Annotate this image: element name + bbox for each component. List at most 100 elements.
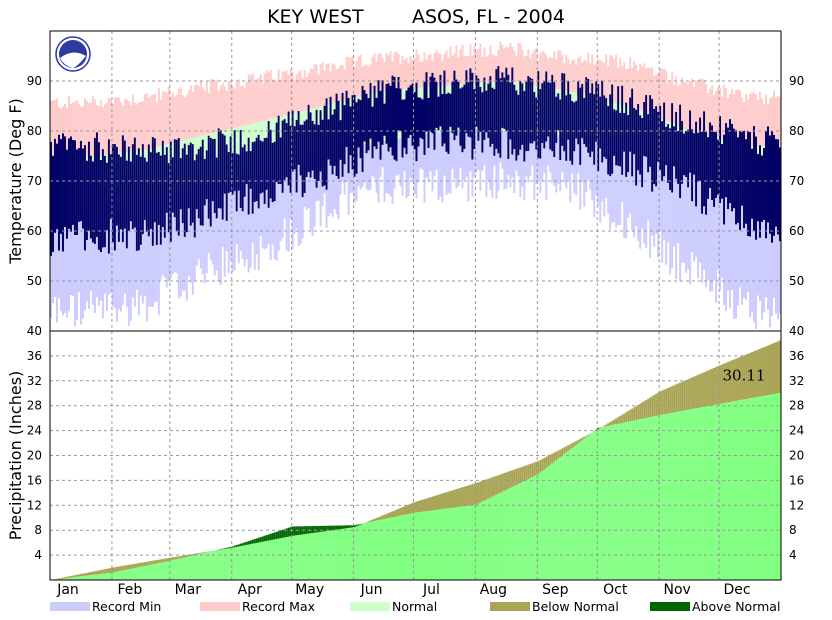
above-normal-bar	[279, 530, 282, 539]
below-normal-bar	[777, 341, 780, 394]
actual-precip-bar	[719, 403, 722, 580]
actual-temp-bar	[345, 90, 348, 147]
record-max-bar	[725, 88, 728, 140]
record-min-bar	[91, 205, 94, 305]
record-min-bar	[669, 162, 672, 275]
record-max-bar	[221, 82, 224, 131]
below-normal-bar	[589, 433, 592, 435]
actual-precip-bar	[751, 398, 754, 580]
actual-precip-bar	[697, 407, 700, 580]
actual-temp-bar	[77, 148, 80, 222]
record-min-bar	[615, 143, 618, 228]
below-normal-bar	[197, 553, 200, 555]
below-normal-bar	[615, 418, 618, 425]
actual-precip-bar	[295, 535, 298, 580]
record-min-bar	[569, 136, 572, 203]
below-normal-bar	[701, 373, 704, 408]
actual-temp-bar	[621, 85, 624, 175]
record-max-bar	[583, 59, 586, 95]
record-min-bar	[567, 136, 570, 180]
below-normal-bar	[499, 474, 502, 493]
below-normal-bar	[687, 379, 690, 410]
record-max-bar	[341, 64, 344, 102]
actual-temp-bar	[703, 111, 706, 207]
record-max-bar	[117, 97, 120, 153]
record-max-bar	[265, 70, 268, 121]
above-normal-bar	[227, 547, 230, 549]
record-min-bar	[327, 150, 330, 217]
record-max-bar	[103, 103, 106, 155]
actual-temp-bar	[401, 99, 404, 158]
record-min-bar	[167, 194, 170, 282]
below-normal-bar	[441, 493, 444, 510]
precip-tick-label-right: 32	[789, 374, 804, 388]
above-normal-bar	[289, 527, 292, 537]
actual-temp-bar	[619, 112, 622, 167]
record-min-bar	[229, 178, 232, 261]
actual-precip-bar	[235, 546, 238, 580]
record-min-bar	[613, 143, 616, 223]
record-max-bar	[223, 86, 226, 131]
actual-precip-bar	[151, 564, 154, 580]
below-normal-bar	[443, 492, 446, 509]
actual-temp-bar	[275, 122, 278, 182]
actual-temp-bar	[199, 146, 202, 226]
below-normal-bar	[631, 408, 634, 421]
month-label: Apr	[238, 582, 262, 598]
actual-temp-bar	[121, 135, 124, 243]
record-max-bar	[499, 41, 502, 82]
actual-temp-bar	[615, 110, 618, 166]
record-min-bar	[347, 146, 350, 215]
actual-precip-bar	[189, 556, 192, 580]
record-max-bar	[209, 79, 212, 134]
record-min-bar	[727, 186, 730, 291]
above-normal-bar	[339, 525, 342, 530]
below-normal-bar	[479, 481, 482, 503]
below-normal-bar	[533, 462, 536, 477]
record-max-bar	[671, 72, 674, 124]
below-normal-bar	[157, 559, 160, 564]
record-min-bar	[437, 132, 440, 201]
below-normal-bar	[653, 395, 656, 417]
record-min-bar	[611, 143, 614, 223]
below-normal-bar	[127, 564, 130, 570]
record-min-bar	[717, 182, 720, 270]
actual-temp-bar	[735, 130, 738, 225]
actual-precip-bar	[445, 508, 448, 580]
actual-temp-bar	[109, 154, 112, 219]
below-normal-bar	[771, 343, 774, 395]
record-min-bar	[141, 200, 144, 304]
record-min-bar	[197, 186, 200, 260]
actual-precip-bar	[311, 532, 314, 580]
record-max-bar	[305, 77, 308, 111]
record-max-bar	[343, 69, 346, 101]
record-max-bar	[83, 98, 86, 156]
record-min-bar	[367, 143, 370, 191]
record-min-bar	[393, 139, 396, 189]
actual-temp-bar	[653, 108, 656, 185]
record-max-bar	[597, 58, 600, 99]
below-normal-bar	[559, 449, 562, 458]
record-min-bar	[201, 185, 204, 275]
actual-precip-bar	[257, 542, 260, 580]
temperature-panel	[50, 41, 781, 330]
actual-precip-bar	[361, 523, 364, 580]
actual-temp-bar	[561, 73, 564, 146]
record-min-bar	[381, 141, 384, 168]
actual-temp-bar	[351, 95, 354, 170]
precip-tick-label-right: 36	[789, 349, 804, 363]
below-normal-bar	[607, 423, 610, 427]
actual-temp-bar	[727, 127, 730, 210]
record-max-bar	[173, 96, 176, 143]
record-min-bar	[543, 134, 546, 173]
actual-precip-bar	[611, 425, 614, 580]
below-normal-bar	[711, 368, 714, 406]
temp-tick-label-right: 90	[789, 74, 804, 88]
record-min-bar	[79, 206, 82, 325]
record-max-bar	[727, 98, 730, 141]
actual-precip-bar	[219, 549, 222, 580]
record-min-bar	[599, 141, 602, 223]
actual-precip-bar	[641, 418, 644, 580]
actual-precip-bar	[397, 516, 400, 580]
below-normal-bar	[469, 484, 472, 506]
